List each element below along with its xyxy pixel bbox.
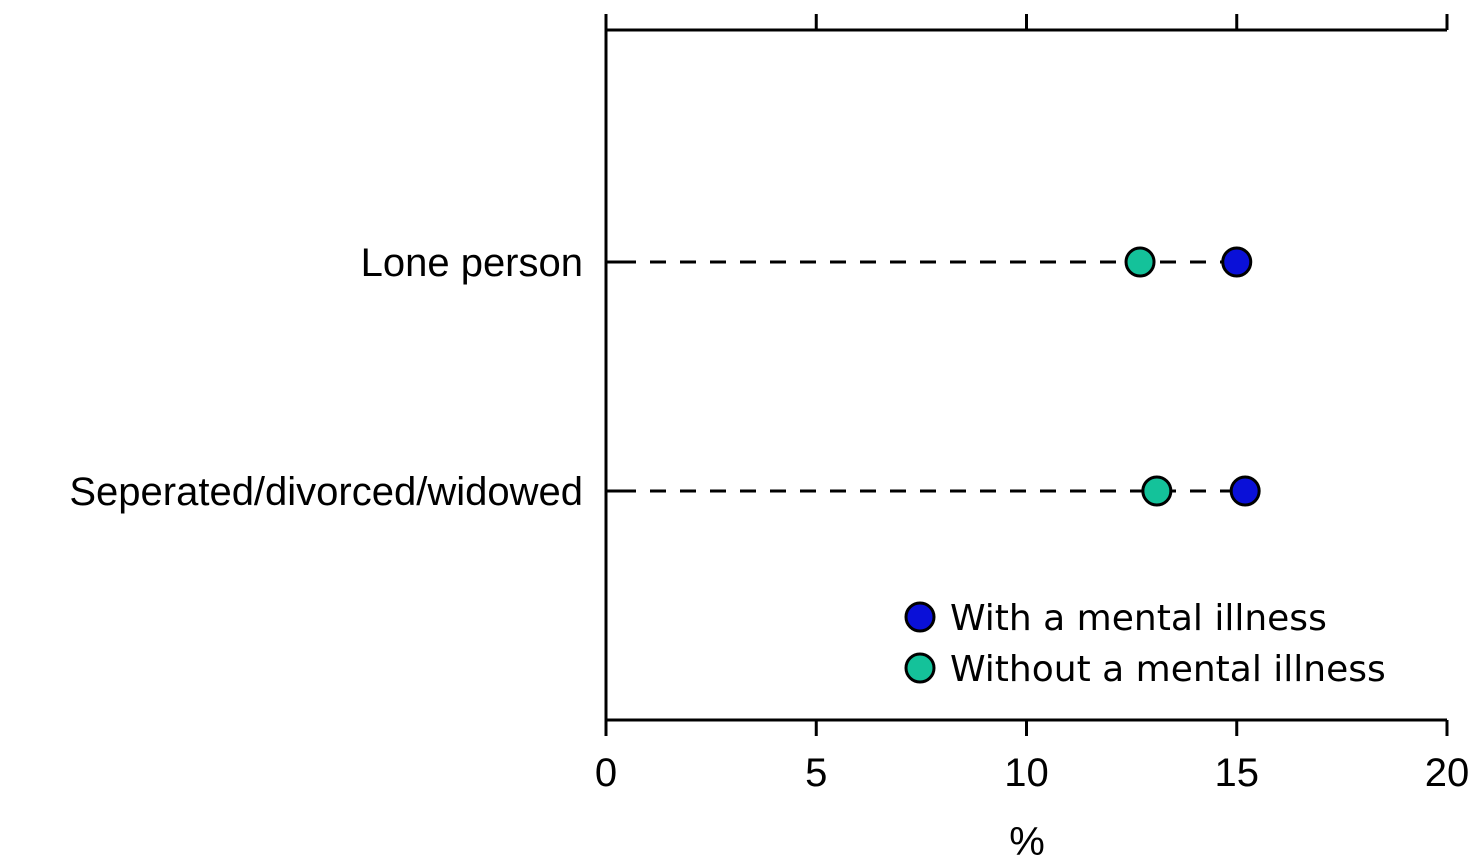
data-markers (1124, 246, 1261, 507)
x-tick-label: 0 (595, 751, 617, 795)
legend-label: Without a mental illness (950, 649, 1386, 690)
category-label: Seperated/divorced/widowed (69, 470, 583, 514)
category-label: Lone person (361, 241, 583, 285)
legend-marker (904, 652, 936, 684)
x-axis-ticks (604, 14, 1449, 736)
x-tick-label: 10 (1004, 751, 1049, 795)
legend-label: With a mental illness (950, 598, 1327, 639)
x-axis-title: % (1009, 820, 1045, 859)
x-tick-label: 15 (1215, 751, 1260, 795)
x-axis-tick-labels: 0 5 10 15 20 (595, 751, 1469, 795)
marker-with-mental-illness (1221, 246, 1253, 278)
x-tick-label: 20 (1425, 751, 1470, 795)
legend-marker (904, 601, 936, 633)
connector-lines (620, 260, 1246, 493)
marker-without-mental-illness (1124, 246, 1156, 278)
legend: With a mental illness Without a mental il… (904, 598, 1386, 690)
category-labels: Lone person Seperated/divorced/widowed (69, 241, 583, 514)
marker-without-mental-illness (1141, 475, 1173, 507)
x-tick-label: 5 (805, 751, 827, 795)
marker-with-mental-illness (1229, 475, 1261, 507)
